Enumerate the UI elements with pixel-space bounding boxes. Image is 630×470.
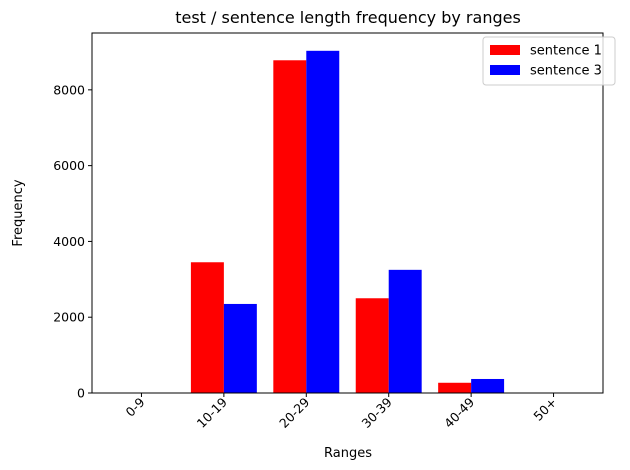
legend: sentence 1 sentence 3 <box>482 36 616 86</box>
x-tick-label: 40-49 <box>441 394 477 430</box>
x-tick-label: 10-19 <box>194 394 230 430</box>
bar-1-30-39 <box>355 298 389 393</box>
x-tick-label: 0-9 <box>123 394 148 419</box>
y-axis-label: Frequency <box>11 179 26 246</box>
plot-frame <box>91 32 604 394</box>
bar-1-20-29 <box>273 60 307 393</box>
y-tick-label: 0 <box>77 386 85 401</box>
x-tick-label: 30-39 <box>359 394 395 430</box>
x-tick-label: 20-29 <box>276 394 312 430</box>
bars-group <box>190 50 505 394</box>
bar-2-10-19 <box>223 303 257 393</box>
x-axis: 0-9 10-19 20-29 30-39 40-49 50+ <box>123 393 560 431</box>
x-tick-label: 50+ <box>530 395 559 424</box>
chart-title: test / sentence length frequency by rang… <box>175 8 521 27</box>
bar-1-10-19 <box>190 262 224 393</box>
bar-1-40-49 <box>438 382 472 393</box>
legend-swatch <box>490 45 520 55</box>
y-tick-label: 4000 <box>53 234 85 249</box>
x-axis-label: Ranges <box>324 446 372 461</box>
y-tick-label: 6000 <box>53 158 85 173</box>
bar-2-20-29 <box>306 50 340 394</box>
bar-2-30-39 <box>388 269 422 393</box>
y-tick-label: 8000 <box>53 82 85 97</box>
legend-label: sentence 3 <box>530 64 602 79</box>
legend-swatch <box>490 65 520 75</box>
y-tick-label: 2000 <box>53 310 85 325</box>
legend-label: sentence 1 <box>530 44 602 59</box>
bar-2-40-49 <box>471 378 505 393</box>
y-axis: 0 2000 4000 6000 8000 <box>53 82 92 401</box>
